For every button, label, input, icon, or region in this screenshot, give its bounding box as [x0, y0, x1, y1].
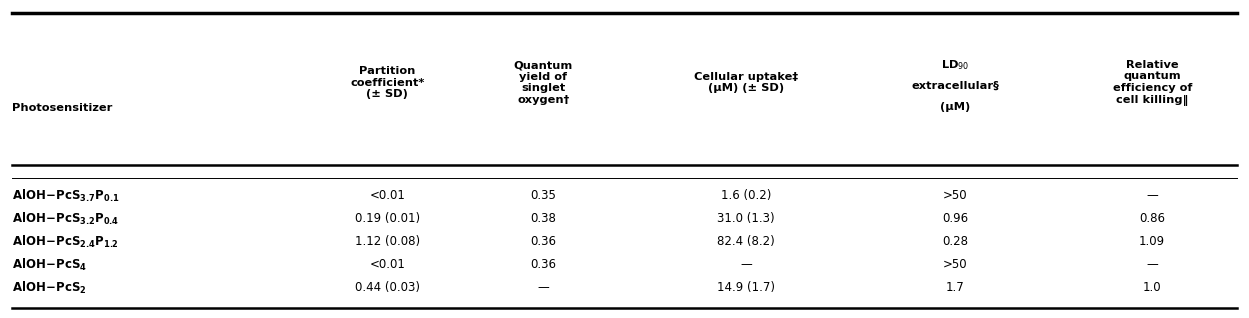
Text: extracellular§: extracellular§: [912, 81, 999, 91]
Text: —: —: [537, 281, 550, 294]
Text: Cellular uptake‡
(μM) (± SD): Cellular uptake‡ (μM) (± SD): [694, 72, 798, 93]
Text: Partition
coefficient*
(± SD): Partition coefficient* (± SD): [350, 66, 425, 99]
Text: 0.35: 0.35: [531, 190, 556, 202]
Text: >50: >50: [943, 258, 968, 271]
Text: 0.38: 0.38: [531, 212, 556, 225]
Text: $\mathbf{AlOH\!-\!PcS_{3.2}P_{0.4}}$: $\mathbf{AlOH\!-\!PcS_{3.2}P_{0.4}}$: [12, 211, 120, 227]
Text: 0.19 (0.01): 0.19 (0.01): [355, 212, 420, 225]
Text: —: —: [1147, 258, 1158, 271]
Text: 0.28: 0.28: [943, 235, 968, 248]
Text: LD$_{90}$: LD$_{90}$: [942, 58, 969, 72]
Text: <0.01: <0.01: [370, 258, 405, 271]
Text: 1.12 (0.08): 1.12 (0.08): [355, 235, 420, 248]
Text: —: —: [1147, 190, 1158, 202]
Text: 0.36: 0.36: [531, 258, 556, 271]
Text: 0.86: 0.86: [1139, 212, 1165, 225]
Text: 1.09: 1.09: [1139, 235, 1165, 248]
Text: Photosensitizer: Photosensitizer: [12, 103, 112, 113]
Text: <0.01: <0.01: [370, 190, 405, 202]
Text: 1.0: 1.0: [1143, 281, 1162, 294]
Text: $\mathbf{AlOH\!-\!PcS_{2.4}P_{1.2}}$: $\mathbf{AlOH\!-\!PcS_{2.4}P_{1.2}}$: [12, 234, 120, 250]
Text: 1.6 (0.2): 1.6 (0.2): [721, 190, 772, 202]
Text: 0.96: 0.96: [943, 212, 968, 225]
Text: $\mathbf{AlOH\!-\!PcS_{4}}$: $\mathbf{AlOH\!-\!PcS_{4}}$: [12, 257, 87, 273]
Text: 31.0 (1.3): 31.0 (1.3): [717, 212, 776, 225]
Text: —: —: [741, 258, 752, 271]
Text: (μM): (μM): [940, 101, 970, 112]
Text: Relative
quantum
efficiency of
cell killing‖: Relative quantum efficiency of cell kill…: [1113, 60, 1192, 106]
Text: Quantum
yield of
singlet
oxygen†: Quantum yield of singlet oxygen†: [513, 60, 573, 105]
Text: $\mathbf{AlOH\!-\!PcS_{3.7}P_{0.1}}$: $\mathbf{AlOH\!-\!PcS_{3.7}P_{0.1}}$: [12, 188, 120, 204]
Text: 0.44 (0.03): 0.44 (0.03): [355, 281, 420, 294]
Text: 1.7: 1.7: [945, 281, 965, 294]
Text: 82.4 (8.2): 82.4 (8.2): [717, 235, 776, 248]
Text: $\mathbf{AlOH\!-\!PcS_{2}}$: $\mathbf{AlOH\!-\!PcS_{2}}$: [12, 280, 87, 295]
Text: 14.9 (1.7): 14.9 (1.7): [717, 281, 776, 294]
Text: >50: >50: [943, 190, 968, 202]
Text: 0.36: 0.36: [531, 235, 556, 248]
